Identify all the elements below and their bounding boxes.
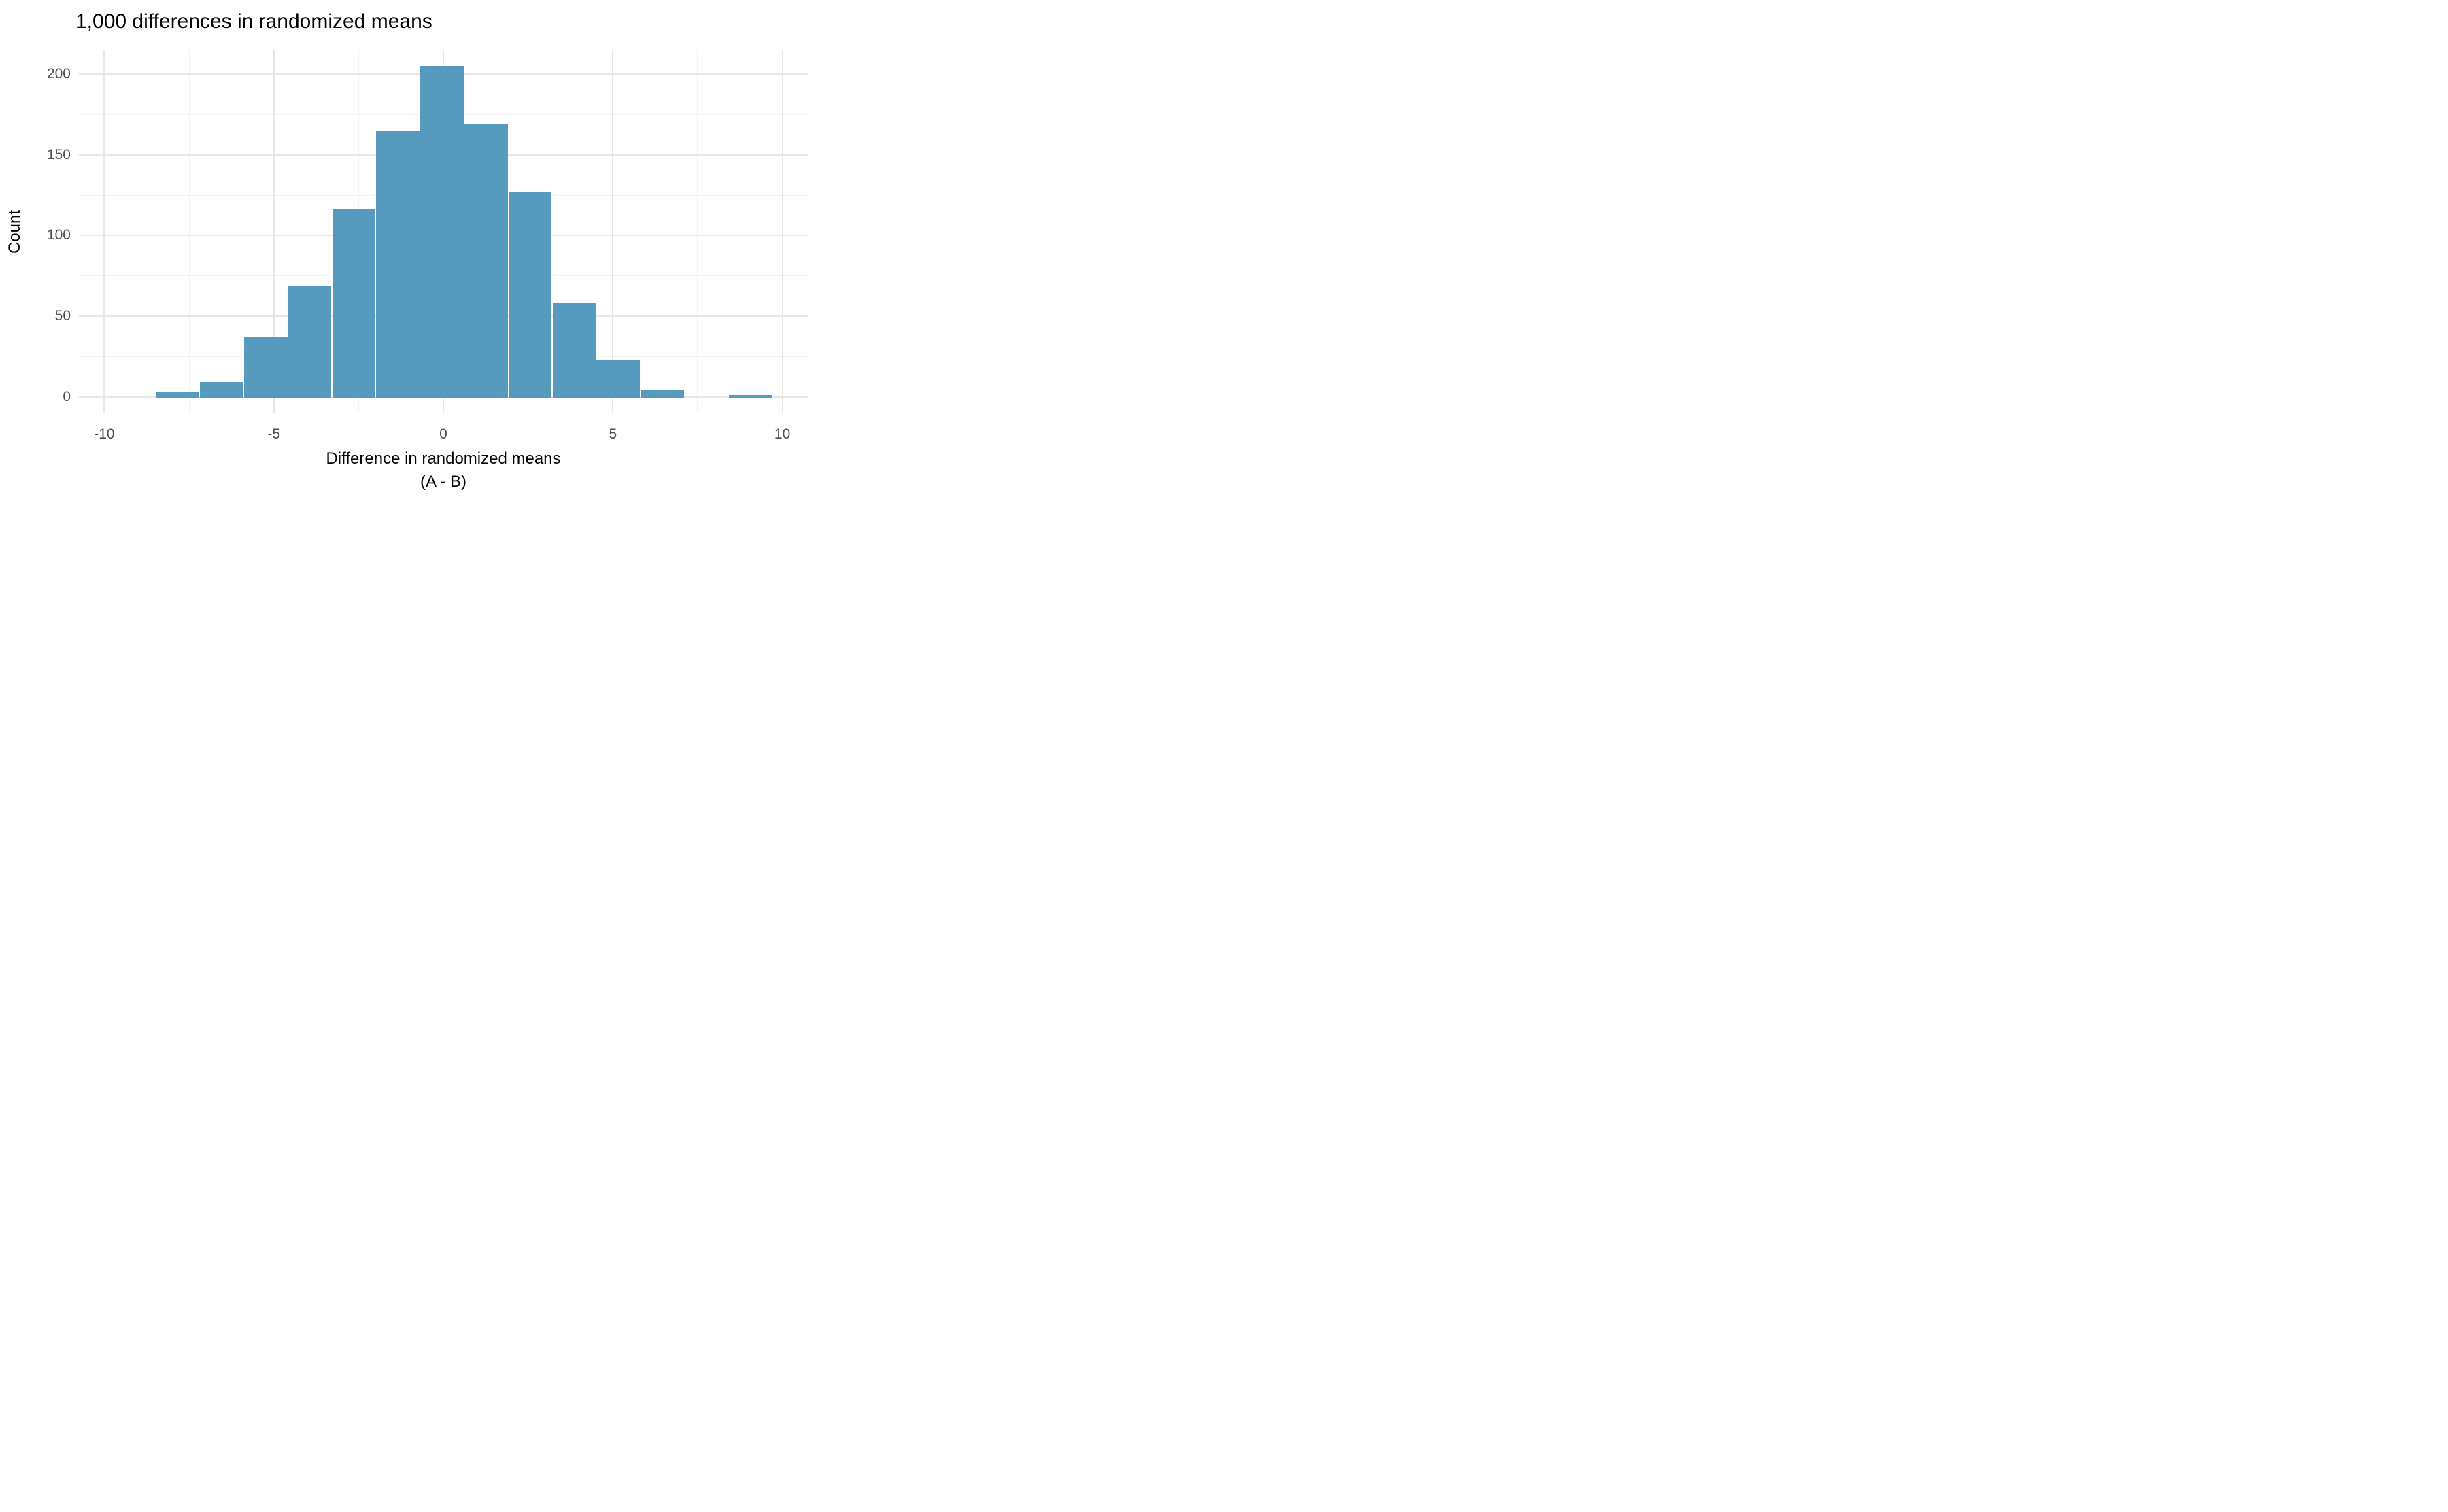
gridline-x-5	[612, 50, 614, 413]
histogram-bar	[243, 337, 288, 398]
gridline-x-10	[781, 50, 783, 413]
histogram-bar	[420, 66, 464, 398]
histogram-bar	[288, 285, 332, 398]
chart-title: 1,000 differences in randomized means	[75, 10, 432, 33]
x-axis-title-line1: Difference in randomized means	[326, 449, 561, 468]
histogram-bar	[200, 382, 243, 398]
x-tick-label--10: -10	[94, 426, 115, 442]
x-axis-title-line2: (A - B)	[420, 472, 467, 491]
histogram-bar	[596, 360, 641, 398]
y-tick-label-0: 0	[63, 388, 71, 405]
x-tick-label--5: -5	[267, 426, 281, 442]
histogram-bar	[464, 124, 508, 398]
histogram-bar	[376, 131, 420, 398]
histogram-bar	[156, 392, 199, 398]
y-tick-label-50: 50	[54, 307, 71, 324]
histogram-bar	[332, 209, 376, 398]
x-tick-label-0: 0	[439, 426, 447, 442]
page-root: 1,000 differences in randomized means 0 5…	[0, 0, 816, 504]
gridline-x-minor--7.5	[188, 50, 190, 413]
histogram-bar	[728, 395, 772, 398]
histogram-bar	[552, 303, 596, 398]
histogram-bar	[508, 192, 552, 398]
gridline-x--5	[273, 50, 275, 413]
y-tick-label-150: 150	[46, 146, 71, 162]
y-tick-label-100: 100	[46, 227, 71, 243]
gridline-x-minor-7.5	[697, 50, 698, 413]
x-tick-label-10: 10	[774, 426, 791, 442]
gridline-x--10	[103, 50, 105, 413]
y-axis-title: Count	[5, 209, 24, 254]
y-tick-label-200: 200	[46, 66, 71, 82]
x-tick-label-5: 5	[609, 426, 617, 442]
plot-panel	[79, 50, 808, 413]
histogram-bar	[641, 390, 684, 398]
